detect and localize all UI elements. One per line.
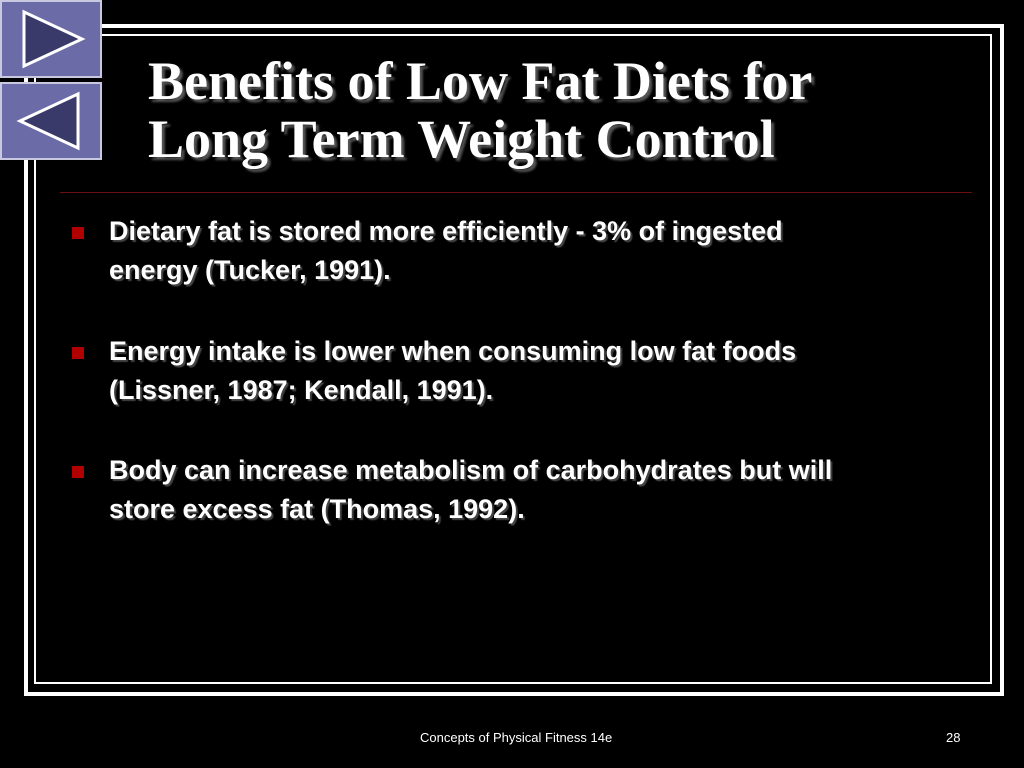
divider	[60, 192, 972, 193]
title-line: Long Term Weight Control	[148, 109, 775, 169]
title: Benefits of Low Fat Diets for Long Term …	[148, 52, 812, 168]
bullet-line: Dietary fat is stored more efficiently -…	[109, 216, 783, 246]
next-button[interactable]	[0, 0, 102, 78]
bullet-marker	[72, 347, 84, 359]
bullet-line: Body can increase metabolism of carbohyd…	[109, 455, 833, 485]
bullet-line: store excess fat (Thomas, 1992).	[109, 494, 525, 524]
bullet-marker	[72, 227, 84, 239]
bullet: Dietary fat is stored more efficiently -…	[72, 212, 783, 290]
bullet-line: Energy intake is lower when consuming lo…	[109, 336, 797, 366]
footer-text: Concepts of Physical Fitness 14e	[420, 730, 613, 745]
title-line: Benefits of Low Fat Diets for	[148, 51, 813, 111]
prev-icon	[16, 91, 80, 151]
bullet-line: energy (Tucker, 1991).	[109, 255, 391, 285]
bullet: Energy intake is lower when consuming lo…	[72, 332, 796, 410]
prev-button[interactable]	[0, 82, 102, 160]
bullet-marker	[72, 466, 84, 478]
next-icon	[22, 9, 86, 69]
bullet: Body can increase metabolism of carbohyd…	[72, 451, 832, 529]
page-number: 28	[946, 730, 961, 745]
frame	[24, 24, 1004, 696]
frame	[34, 34, 992, 684]
bullet-line: (Lissner, 1987; Kendall, 1991).	[109, 375, 494, 405]
